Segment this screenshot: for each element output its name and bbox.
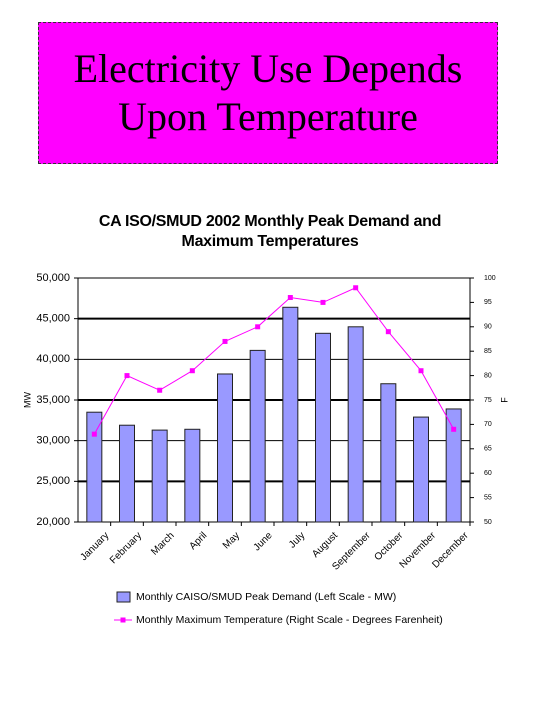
marker [385,329,391,335]
y2-tick-label: 60 [484,470,492,477]
x-tick-label: July [287,530,307,550]
y2-tick-label: 75 [484,397,492,404]
y2-axis-label: F [499,397,509,403]
y2-tick-label: 80 [484,372,492,379]
marker [91,431,97,437]
y2-tick-label: 100 [484,275,496,282]
y-axis-label: MW [22,392,32,408]
legend-swatch [116,591,131,603]
marker [255,324,261,330]
y-tick-label: 45,000 [36,313,70,325]
legend-label: Monthly CAISO/SMUD Peak Demand (Left Sca… [136,591,396,603]
bar [413,416,429,523]
bar [86,411,103,523]
bar [315,332,331,523]
bar [282,306,299,523]
marker [320,299,326,305]
x-tick-label: February [108,530,144,566]
y2-tick-label: 65 [484,446,492,453]
marker [353,285,359,291]
y-tick-label: 25,000 [36,475,70,487]
y-tick-label: 40,000 [36,353,70,365]
y2-tick-label: 50 [484,519,492,526]
x-tick-label: May [221,530,242,551]
y2-tick-label: 70 [484,421,492,428]
chart-title: CA ISO/SMUD 2002 Monthly Peak Demand and… [98,213,442,250]
y-tick-label: 30,000 [36,435,70,447]
line [93,287,455,435]
y-tick-label: 20,000 [36,516,70,528]
bar [380,383,397,523]
legend-marker [120,617,126,623]
bar [217,373,233,523]
marker [157,387,163,393]
slide-title: Electricity Use Depends Upon Temperature [38,22,498,164]
marker [189,368,195,374]
y2-tick-label: 95 [484,299,492,306]
marker [287,295,293,301]
bar [347,326,364,523]
x-tick-label: October [372,530,405,563]
x-tick-label: August [310,530,340,560]
y2-tick-label: 85 [484,348,492,355]
x-tick-label: June [252,530,275,553]
bar [119,424,135,523]
y-tick-label: 35,000 [36,394,70,406]
x-tick-label: April [187,530,209,552]
legend-label: Monthly Maximum Temperature (Right Scale… [136,614,443,626]
x-tick-label: January [78,530,111,563]
marker [451,426,457,432]
marker [124,373,130,379]
x-tick-label: December [430,530,471,571]
y2-tick-label: 55 [484,494,492,501]
bar [151,429,168,523]
x-tick-label: March [149,530,176,557]
y2-tick-label: 90 [484,324,492,331]
y-tick-label: 50,000 [36,272,70,284]
bar [249,349,266,523]
bar [184,428,201,523]
bar [445,408,462,523]
marker [418,368,424,374]
marker [222,338,228,344]
